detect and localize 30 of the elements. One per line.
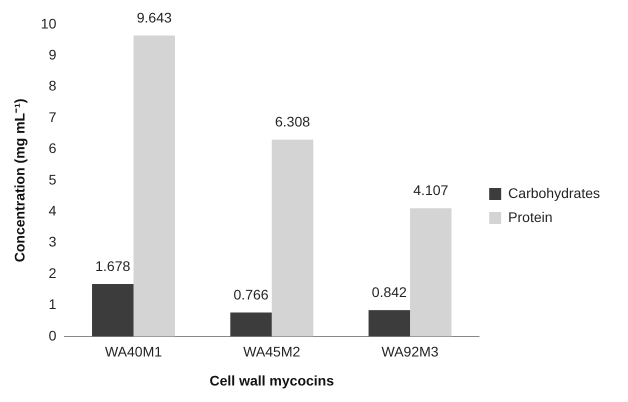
- data-label: 9.643: [136, 9, 172, 26]
- bar: [230, 312, 272, 336]
- bar: [272, 140, 314, 336]
- legend-label: Protein: [508, 208, 553, 225]
- y-tick-label: 8: [48, 78, 57, 94]
- y-tick-label: 0: [48, 327, 57, 344]
- bar: [134, 36, 175, 336]
- y-tick-label: 1: [48, 296, 57, 312]
- data-label: 4.107: [413, 182, 449, 198]
- legend-label: Carbohydrates: [508, 184, 600, 201]
- y-tick-label: 2: [48, 264, 57, 281]
- data-label: 6.308: [274, 113, 310, 130]
- y-tick-label: 3: [48, 234, 57, 250]
- y-tick-label: 10: [40, 15, 57, 32]
- y-axis-title: Concentration (mg mL⁻¹): [11, 98, 28, 262]
- data-label: 1.678: [95, 258, 130, 274]
- y-tick-label: 5: [48, 171, 57, 188]
- bar: [410, 208, 452, 336]
- bar: [368, 310, 410, 336]
- x-tick-label: WA40M1: [104, 344, 162, 360]
- x-axis-title: Cell wall mycocins: [210, 372, 334, 388]
- y-tick-label: 6: [48, 140, 57, 156]
- x-tick-label: WA92M3: [382, 344, 439, 360]
- y-tick-label: 9: [48, 46, 57, 62]
- data-label: 0.842: [372, 284, 408, 300]
- data-label: 0.766: [234, 286, 269, 302]
- y-tick-label: 4: [48, 202, 57, 218]
- bar: [92, 284, 134, 336]
- x-tick-label: WA45M2: [243, 344, 301, 360]
- y-tick-label: 7: [48, 108, 57, 125]
